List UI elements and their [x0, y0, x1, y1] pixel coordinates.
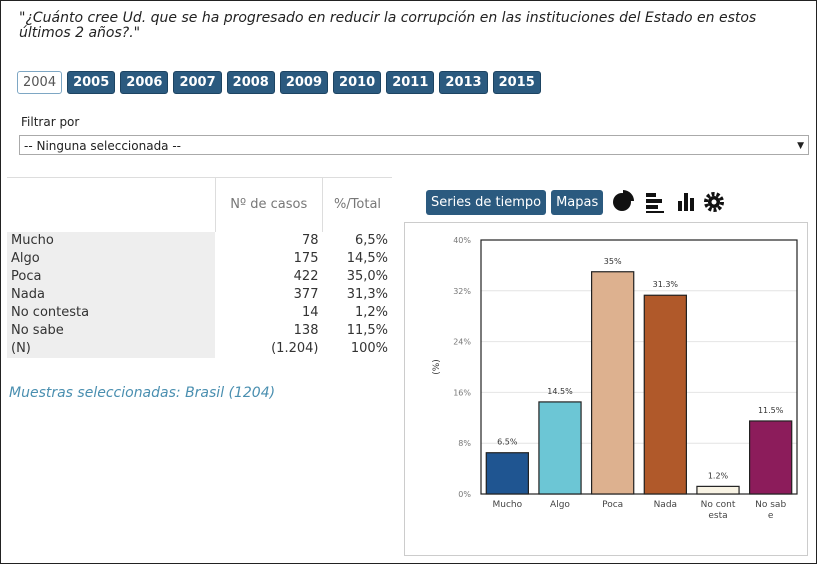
- bar: [696, 485, 740, 495]
- data-label: 31.3%: [653, 280, 679, 289]
- data-label: 14.5%: [547, 387, 573, 396]
- table-cell: 100%: [350, 341, 388, 356]
- table-cell: No contesta: [7, 304, 215, 322]
- year-tab[interactable]: 2010: [333, 71, 382, 94]
- x-tick-label: Nada: [653, 500, 678, 510]
- table-cell: 175: [293, 251, 319, 266]
- table-cell: 78: [301, 233, 319, 248]
- time-series-button[interactable]: Series de tiempo: [426, 189, 547, 215]
- bar: [643, 294, 687, 495]
- bar: [485, 452, 530, 495]
- bar: [749, 420, 793, 495]
- data-label: 11.5%: [758, 406, 784, 415]
- table-row: Poca 422 35,0%: [7, 268, 392, 286]
- year-tab[interactable]: 2015: [492, 71, 541, 94]
- table-row: Mucho 78 6,5%: [7, 232, 392, 250]
- header-cell: %/Total: [321, 177, 392, 232]
- table-cell: Mucho: [7, 232, 215, 250]
- x-tick-label: Poca: [602, 500, 624, 510]
- year-tab[interactable]: 2005: [67, 71, 116, 94]
- table-cell: 11,5%: [346, 323, 388, 338]
- table-cell: (1.204): [271, 341, 319, 356]
- year-tab[interactable]: 2008: [226, 71, 275, 94]
- header-cell: Nº de casos: [214, 177, 323, 232]
- dropdown-arrow: ▼: [797, 141, 804, 151]
- sample-note: Muestras seleccionadas: Brasil (1204): [9, 385, 276, 401]
- y-tick-label: 32%: [453, 287, 471, 296]
- filter-select[interactable]: -- Ninguna seleccionada -- ▼: [19, 135, 809, 155]
- bar: [591, 271, 635, 495]
- year-tab[interactable]: 2004: [17, 71, 63, 94]
- table-row: (N) (1.204) 100%: [7, 340, 392, 358]
- table-cell: No sabe: [7, 322, 215, 340]
- table-row: No contesta 14 1,2%: [7, 304, 392, 322]
- results-table: Nº de casos %/Total Mucho 78 6,5% Algo 175 14,5…: [7, 177, 392, 358]
- data-label: 35%: [604, 257, 622, 266]
- table-cell: 35,0%: [346, 269, 388, 284]
- hbar-icon[interactable]: [646, 193, 665, 213]
- settings-icon[interactable]: [704, 192, 725, 212]
- chart-icons: [613, 190, 725, 213]
- table-cell: 1,2%: [354, 305, 388, 320]
- chart: 0% 8% 16% 24% 32% 40% (%) 6.5% 14.5% 35% 31.3% 1.2%…: [432, 236, 798, 499]
- toolbar: Series de tiempo Mapas: [426, 189, 758, 215]
- filter-label: Filtrar por: [21, 115, 80, 129]
- table-cell: 377: [293, 287, 319, 302]
- header-row: Nº de casos %/Total: [7, 177, 392, 232]
- x-tick-label: Mucho: [492, 500, 523, 510]
- y-tick-label: 0%: [458, 490, 471, 499]
- x-tick-label: No sabe: [755, 500, 787, 521]
- plot-frame: [480, 239, 798, 495]
- question: "¿Cuánto cree Ud. que se ha progresado e…: [19, 10, 757, 41]
- x-tick-label: No contesta: [700, 500, 736, 521]
- maps-button[interactable]: Mapas: [551, 189, 604, 215]
- table-cell: 138: [293, 323, 319, 338]
- data-label: 6.5%: [497, 438, 518, 447]
- year-tabs: 2004 2005 2006 2007 2008 2009 2010 2011 2013 2015: [17, 71, 541, 94]
- table-cell: Poca: [7, 268, 215, 286]
- bar: [538, 401, 582, 495]
- data-label: 1.2%: [708, 471, 729, 480]
- vbar-icon[interactable]: [678, 193, 695, 211]
- table-row: No sabe 138 11,5%: [7, 322, 392, 340]
- year-tab[interactable]: 2011: [386, 71, 435, 94]
- table-row: Nada 377 31,3%: [7, 286, 392, 304]
- table-cell: 31,3%: [346, 287, 388, 302]
- y-tick-label: 40%: [453, 236, 471, 245]
- y-tick-label: 24%: [453, 338, 471, 347]
- year-tab[interactable]: 2007: [173, 71, 222, 94]
- y-tick-label: 8%: [458, 439, 471, 448]
- table-cell: 14,5%: [346, 251, 388, 266]
- x-tick-label: Algo: [550, 500, 570, 510]
- table-row: Algo 175 14,5%: [7, 250, 392, 268]
- table-cell: (N): [7, 340, 215, 358]
- y-axis-label: (%): [432, 359, 442, 375]
- table-cell: 422: [293, 269, 319, 284]
- header-cell: [7, 177, 215, 232]
- table-cell: Nada: [7, 286, 215, 304]
- year-tab[interactable]: 2013: [439, 71, 488, 94]
- table-cell: 6,5%: [354, 233, 388, 248]
- chart-panel: 0% 8% 16% 24% 32% 40% (%) 6.5% 14.5% 35% 31.3% 1.2%…: [404, 222, 808, 556]
- y-tick-label: 16%: [453, 388, 471, 397]
- table-cell: 14: [301, 305, 319, 320]
- year-tab[interactable]: 2006: [120, 71, 169, 94]
- year-tab[interactable]: 2009: [279, 71, 329, 94]
- filter-value: -- Ninguna seleccionada --: [24, 139, 182, 153]
- table-cell: Algo: [7, 250, 215, 268]
- pie-icon[interactable]: [613, 190, 635, 211]
